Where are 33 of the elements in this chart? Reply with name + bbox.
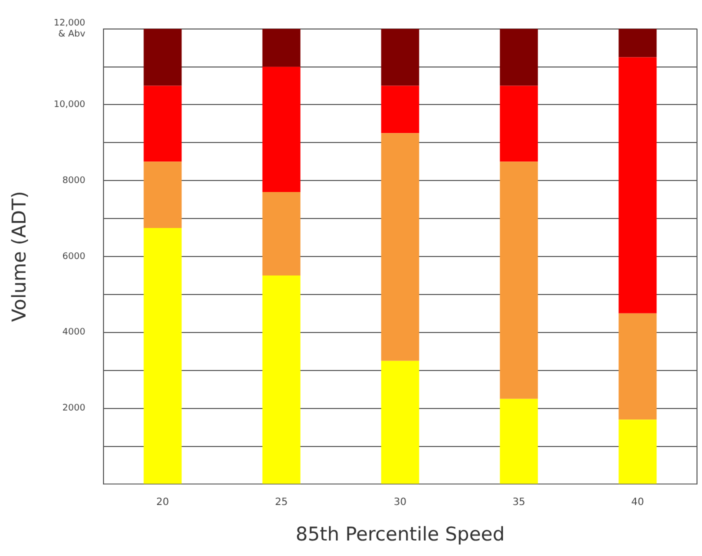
x-tick-label: 40: [631, 496, 644, 508]
x-tick-label: 30: [394, 496, 407, 508]
bar: [381, 86, 420, 134]
bar: [144, 28, 182, 86]
x-tick-label: 35: [512, 496, 526, 508]
bar: [381, 133, 420, 361]
bar: [500, 86, 538, 162]
bar: [500, 28, 538, 86]
x-axis-title: 85th Percentile Speed: [296, 524, 505, 546]
bar: [262, 192, 300, 276]
bar: [144, 162, 182, 228]
y-tick-label: 12,000 & Abv: [54, 18, 86, 40]
bar: [262, 66, 300, 192]
bar: [618, 28, 657, 58]
y-tick-label: 4000: [62, 328, 86, 338]
y-tick-label: 2000: [62, 404, 86, 414]
bar: [381, 28, 420, 86]
bar: [618, 420, 657, 484]
bar: [618, 57, 657, 314]
y-tick-label: 8000: [62, 176, 86, 186]
y-axis-title: Volume (ADT): [8, 191, 30, 322]
bar: [500, 162, 538, 399]
bar: [500, 398, 538, 484]
y-tick-label: 6000: [62, 252, 86, 262]
x-tick-label: 20: [156, 496, 170, 508]
bar: [618, 313, 657, 420]
bar: [144, 86, 182, 162]
x-tick-label: 25: [275, 496, 288, 508]
bar: [262, 275, 300, 484]
bar: [262, 28, 300, 67]
y-tick-label: 10,000: [54, 100, 86, 110]
bar: [381, 360, 420, 484]
bar: [144, 228, 182, 484]
